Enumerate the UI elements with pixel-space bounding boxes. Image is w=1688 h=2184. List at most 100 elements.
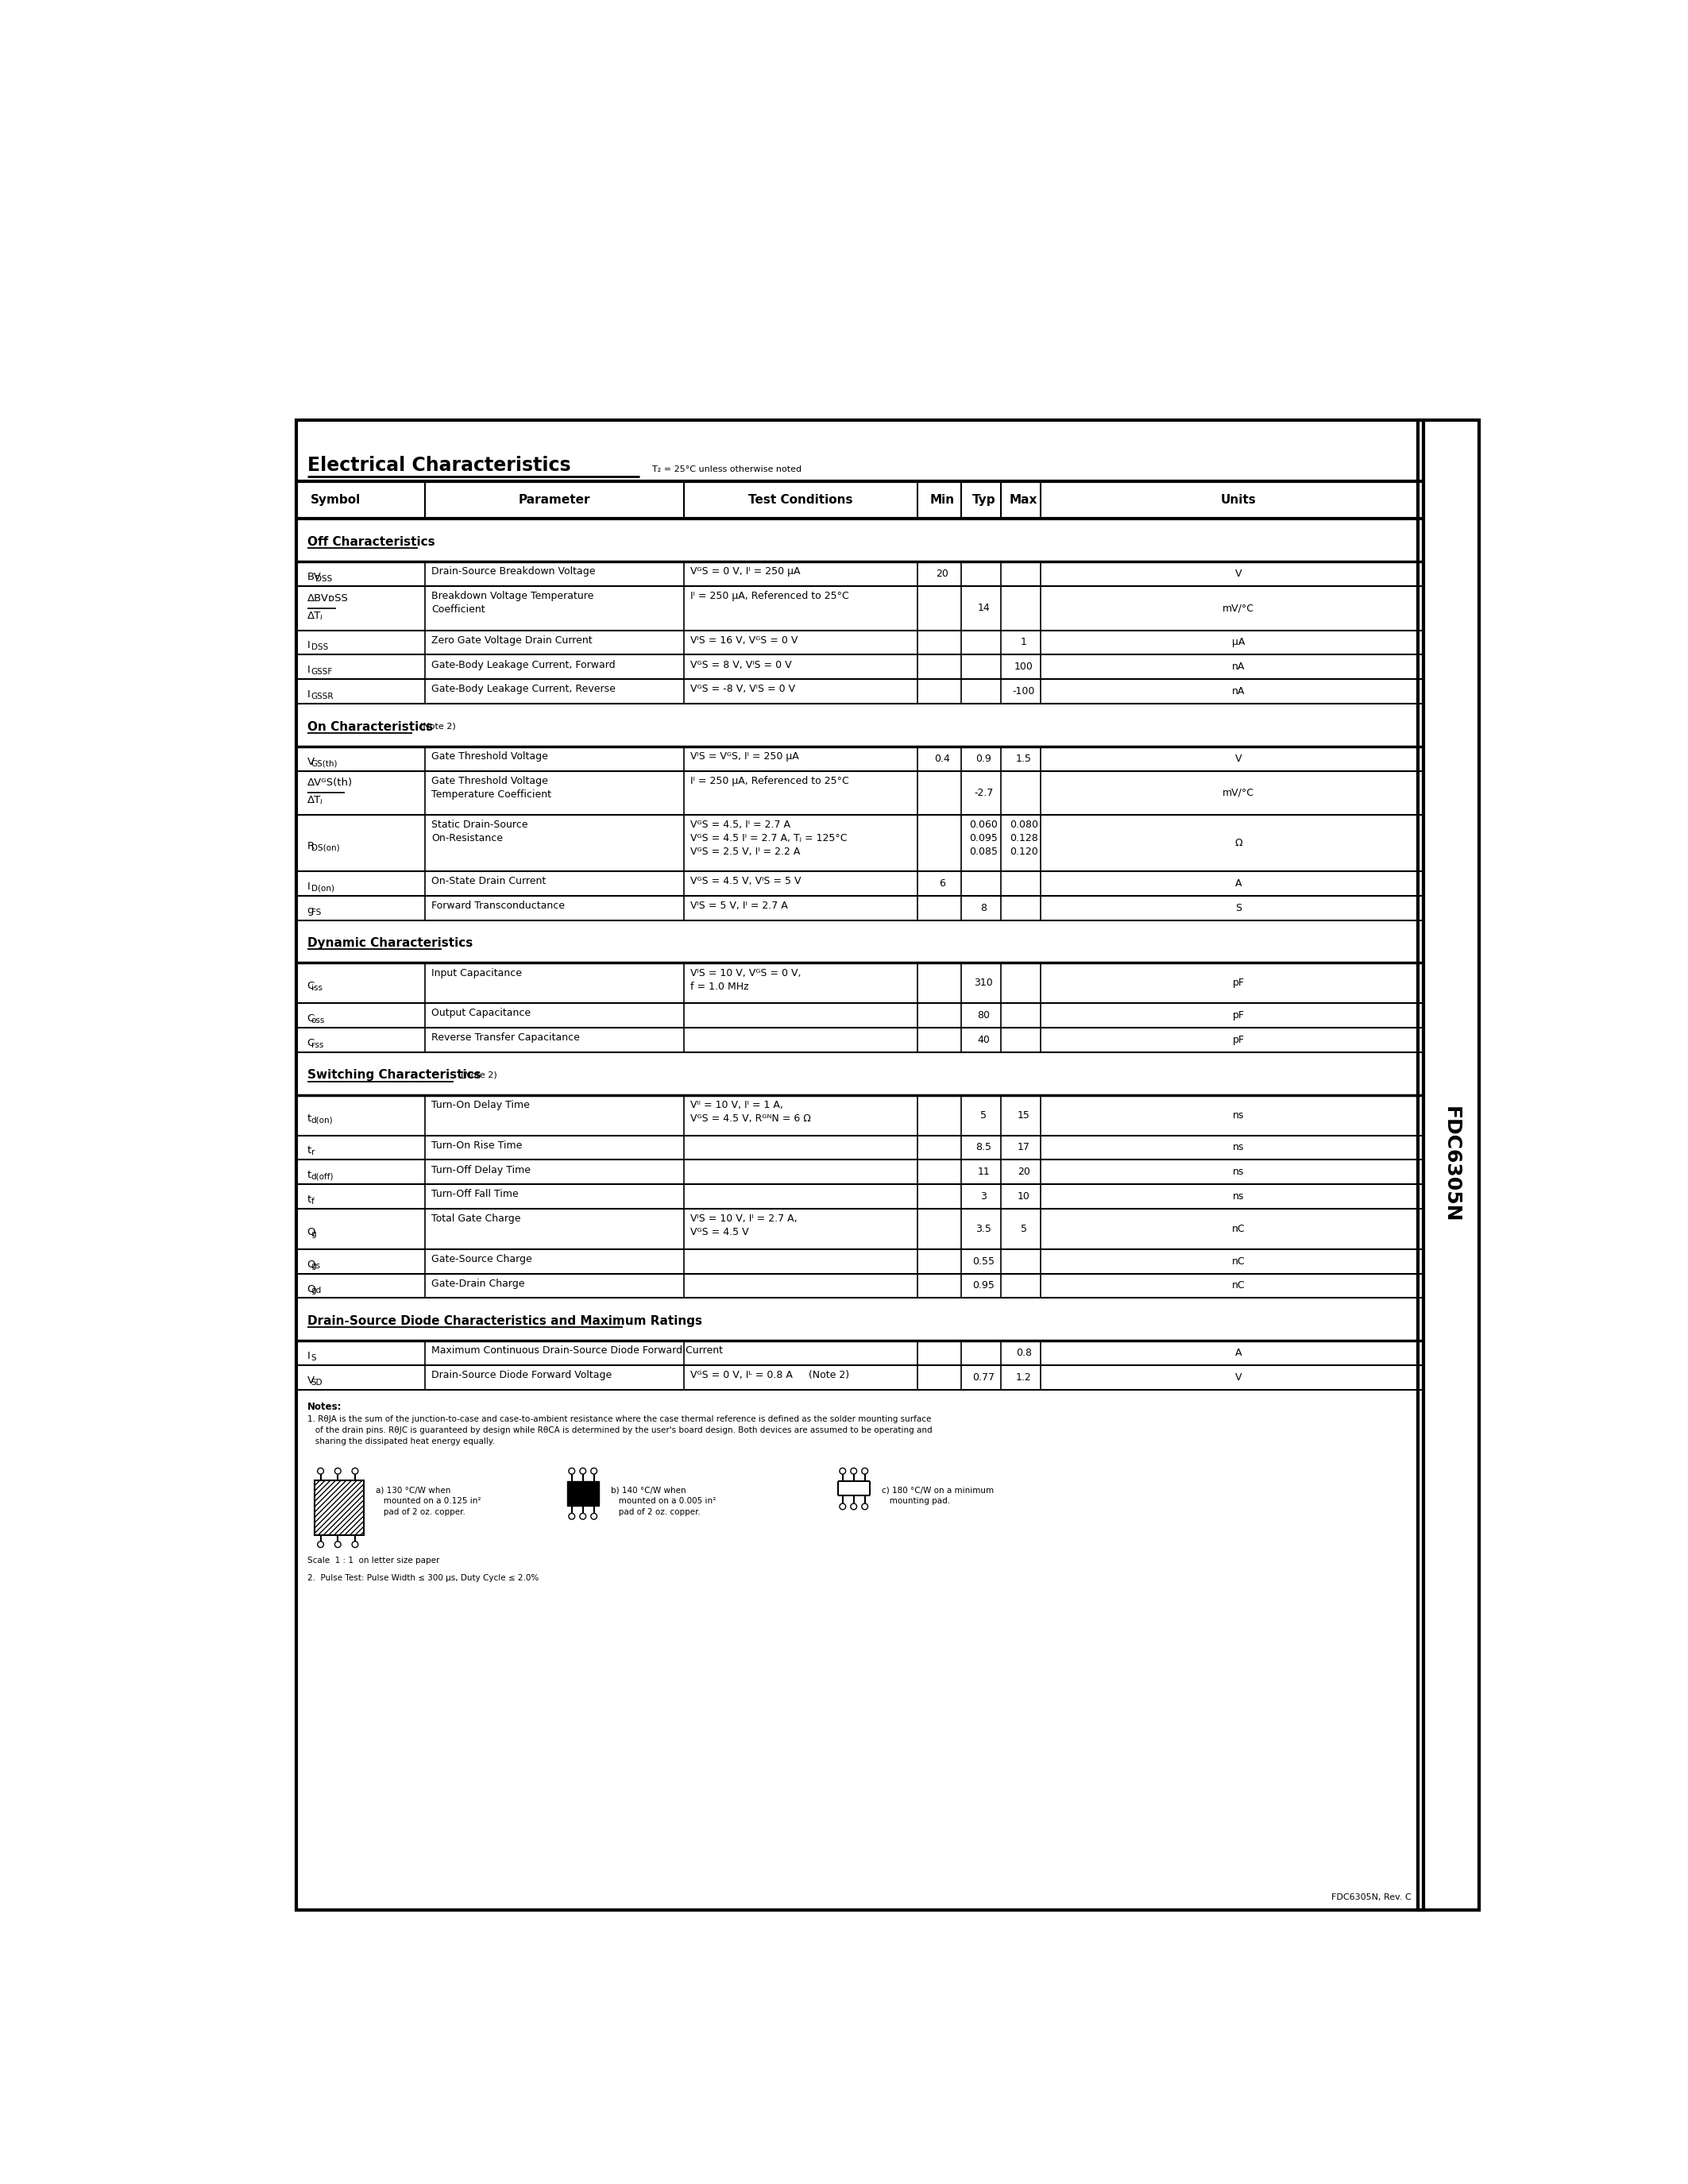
Text: ΔBVᴅSS: ΔBVᴅSS: [307, 594, 348, 603]
Text: ns: ns: [1232, 1190, 1244, 1201]
Text: t: t: [307, 1114, 311, 1123]
Text: Off Characteristics: Off Characteristics: [307, 535, 434, 548]
Text: Iᴵ = 250 μA, Referenced to 25°C: Iᴵ = 250 μA, Referenced to 25°C: [690, 775, 849, 786]
Text: 17: 17: [1018, 1142, 1030, 1153]
Text: Min: Min: [930, 494, 955, 507]
Text: ΔTⱼ: ΔTⱼ: [307, 612, 322, 620]
Text: Ω: Ω: [1234, 839, 1242, 847]
Text: Total Gate Charge: Total Gate Charge: [432, 1214, 522, 1223]
Text: Gate-Source Charge: Gate-Source Charge: [432, 1254, 532, 1265]
Text: 0.085: 0.085: [969, 847, 998, 856]
Text: Gate-Body Leakage Current, Reverse: Gate-Body Leakage Current, Reverse: [432, 684, 616, 695]
Bar: [295, 419, 1423, 1911]
Text: 0.060: 0.060: [969, 819, 998, 830]
Text: 0.9: 0.9: [976, 753, 991, 764]
Text: f = 1.0 MHz: f = 1.0 MHz: [690, 981, 748, 992]
Text: of the drain pins. RθJC is guaranteed by design while RθCA is determined by the : of the drain pins. RθJC is guaranteed by…: [307, 1426, 932, 1435]
Text: pF: pF: [1232, 978, 1244, 987]
Text: pF: pF: [1232, 1011, 1244, 1020]
Text: 10: 10: [1018, 1190, 1030, 1201]
Text: Output Capacitance: Output Capacitance: [432, 1009, 530, 1018]
Text: ns: ns: [1232, 1109, 1244, 1120]
Text: 1: 1: [1021, 638, 1026, 649]
Text: f: f: [311, 1197, 314, 1206]
Text: I: I: [307, 690, 311, 699]
Text: VᴳS = -8 V, VᴵS = 0 V: VᴳS = -8 V, VᴵS = 0 V: [690, 684, 795, 695]
Text: pad of 2 oz. copper.: pad of 2 oz. copper.: [376, 1509, 466, 1516]
Text: V: V: [1236, 1372, 1242, 1382]
Text: Iᴵ = 250 μA, Referenced to 25°C: Iᴵ = 250 μA, Referenced to 25°C: [690, 592, 849, 601]
Text: mounting pad.: mounting pad.: [883, 1498, 950, 1505]
Text: FDC6305N: FDC6305N: [1442, 1107, 1460, 1223]
Text: 5: 5: [981, 1109, 987, 1120]
Text: A: A: [1236, 1348, 1242, 1358]
Text: 0.4: 0.4: [935, 753, 950, 764]
Text: VᴳS = 4.5 V, RᴳᴺN = 6 Ω: VᴳS = 4.5 V, RᴳᴺN = 6 Ω: [690, 1114, 810, 1123]
Text: Coefficient: Coefficient: [432, 605, 484, 616]
Text: Maximum Continuous Drain-Source Diode Forward Current: Maximum Continuous Drain-Source Diode Fo…: [432, 1345, 722, 1356]
Text: Static Drain-Source: Static Drain-Source: [432, 819, 528, 830]
Text: VᴳS = 4.5 Iᴵ = 2.7 A, Tⱼ = 125°C: VᴳS = 4.5 Iᴵ = 2.7 A, Tⱼ = 125°C: [690, 834, 847, 843]
Text: ΔTⱼ: ΔTⱼ: [307, 795, 322, 806]
Text: nA: nA: [1232, 662, 1246, 673]
Text: DSS: DSS: [316, 574, 333, 583]
Text: I: I: [307, 640, 311, 651]
Text: oss: oss: [311, 1016, 326, 1024]
Text: 310: 310: [974, 978, 993, 987]
Text: a) 130 °C/W when: a) 130 °C/W when: [376, 1487, 451, 1494]
Text: 8.5: 8.5: [976, 1142, 991, 1153]
Text: BV: BV: [307, 572, 321, 583]
Text: 0.8: 0.8: [1016, 1348, 1031, 1358]
Text: Units: Units: [1220, 494, 1256, 507]
Text: D(on): D(on): [311, 885, 334, 893]
Text: g: g: [307, 906, 314, 915]
Text: sharing the dissipated heat energy equally.: sharing the dissipated heat energy equal…: [307, 1437, 495, 1446]
Text: Q: Q: [307, 1260, 316, 1269]
Text: 6: 6: [939, 878, 945, 889]
Text: SD: SD: [311, 1378, 322, 1387]
Text: 40: 40: [977, 1035, 989, 1046]
Text: Drain-Source Diode Forward Voltage: Drain-Source Diode Forward Voltage: [432, 1369, 613, 1380]
Text: Max: Max: [1009, 494, 1038, 507]
Text: Vᴵᴵ = 10 V, Iᴵ = 1 A,: Vᴵᴵ = 10 V, Iᴵ = 1 A,: [690, 1101, 783, 1109]
Text: rss: rss: [311, 1042, 324, 1048]
Text: On-State Drain Current: On-State Drain Current: [432, 876, 545, 887]
Text: c) 180 °C/W on a minimum: c) 180 °C/W on a minimum: [883, 1487, 994, 1494]
Text: 0.95: 0.95: [972, 1280, 994, 1291]
Text: Dynamic Characteristics: Dynamic Characteristics: [307, 937, 473, 950]
Text: 20: 20: [1018, 1166, 1030, 1177]
Text: VᴵS = VᴳS, Iᴵ = 250 μA: VᴵS = VᴳS, Iᴵ = 250 μA: [690, 751, 798, 762]
Text: (Note 2): (Note 2): [420, 723, 456, 729]
Text: 100: 100: [1014, 662, 1033, 673]
Text: g: g: [311, 1230, 316, 1238]
Text: 3.5: 3.5: [976, 1223, 991, 1234]
Text: nC: nC: [1232, 1280, 1246, 1291]
Text: Q: Q: [307, 1284, 316, 1293]
Text: 2.  Pulse Test: Pulse Width ≤ 300 μs, Duty Cycle ≤ 2.0%: 2. Pulse Test: Pulse Width ≤ 300 μs, Dut…: [307, 1575, 538, 1581]
Text: (Note 2): (Note 2): [461, 1070, 496, 1079]
Text: 15: 15: [1018, 1109, 1030, 1120]
Text: gs: gs: [311, 1262, 321, 1271]
Text: 0.095: 0.095: [969, 834, 998, 843]
Text: b) 140 °C/W when: b) 140 °C/W when: [611, 1487, 687, 1494]
Text: VᴵS = 10 V, VᴳS = 0 V,: VᴵS = 10 V, VᴳS = 0 V,: [690, 968, 800, 978]
Text: V: V: [307, 1376, 314, 1385]
Text: d(on): d(on): [311, 1116, 333, 1125]
Text: 3: 3: [981, 1190, 987, 1201]
Text: Gate-Drain Charge: Gate-Drain Charge: [432, 1278, 525, 1289]
Text: V: V: [307, 756, 314, 767]
Text: t: t: [307, 1171, 311, 1179]
Text: mounted on a 0.125 in²: mounted on a 0.125 in²: [376, 1498, 481, 1505]
Text: V: V: [1236, 753, 1242, 764]
Text: VᴳS = 4.5 V: VᴳS = 4.5 V: [690, 1227, 748, 1238]
Text: Turn-On Rise Time: Turn-On Rise Time: [432, 1140, 522, 1151]
Text: pF: pF: [1232, 1035, 1244, 1046]
Text: Temperature Coefficient: Temperature Coefficient: [432, 788, 552, 799]
Text: On Characteristics: On Characteristics: [307, 721, 432, 732]
Text: Electrical Characteristics: Electrical Characteristics: [307, 456, 571, 474]
Text: C: C: [307, 1013, 314, 1024]
Bar: [567, 1481, 599, 1507]
Text: Gate Threshold Voltage: Gate Threshold Voltage: [432, 751, 549, 762]
Text: Test Conditions: Test Conditions: [748, 494, 852, 507]
Text: 0.77: 0.77: [972, 1372, 994, 1382]
